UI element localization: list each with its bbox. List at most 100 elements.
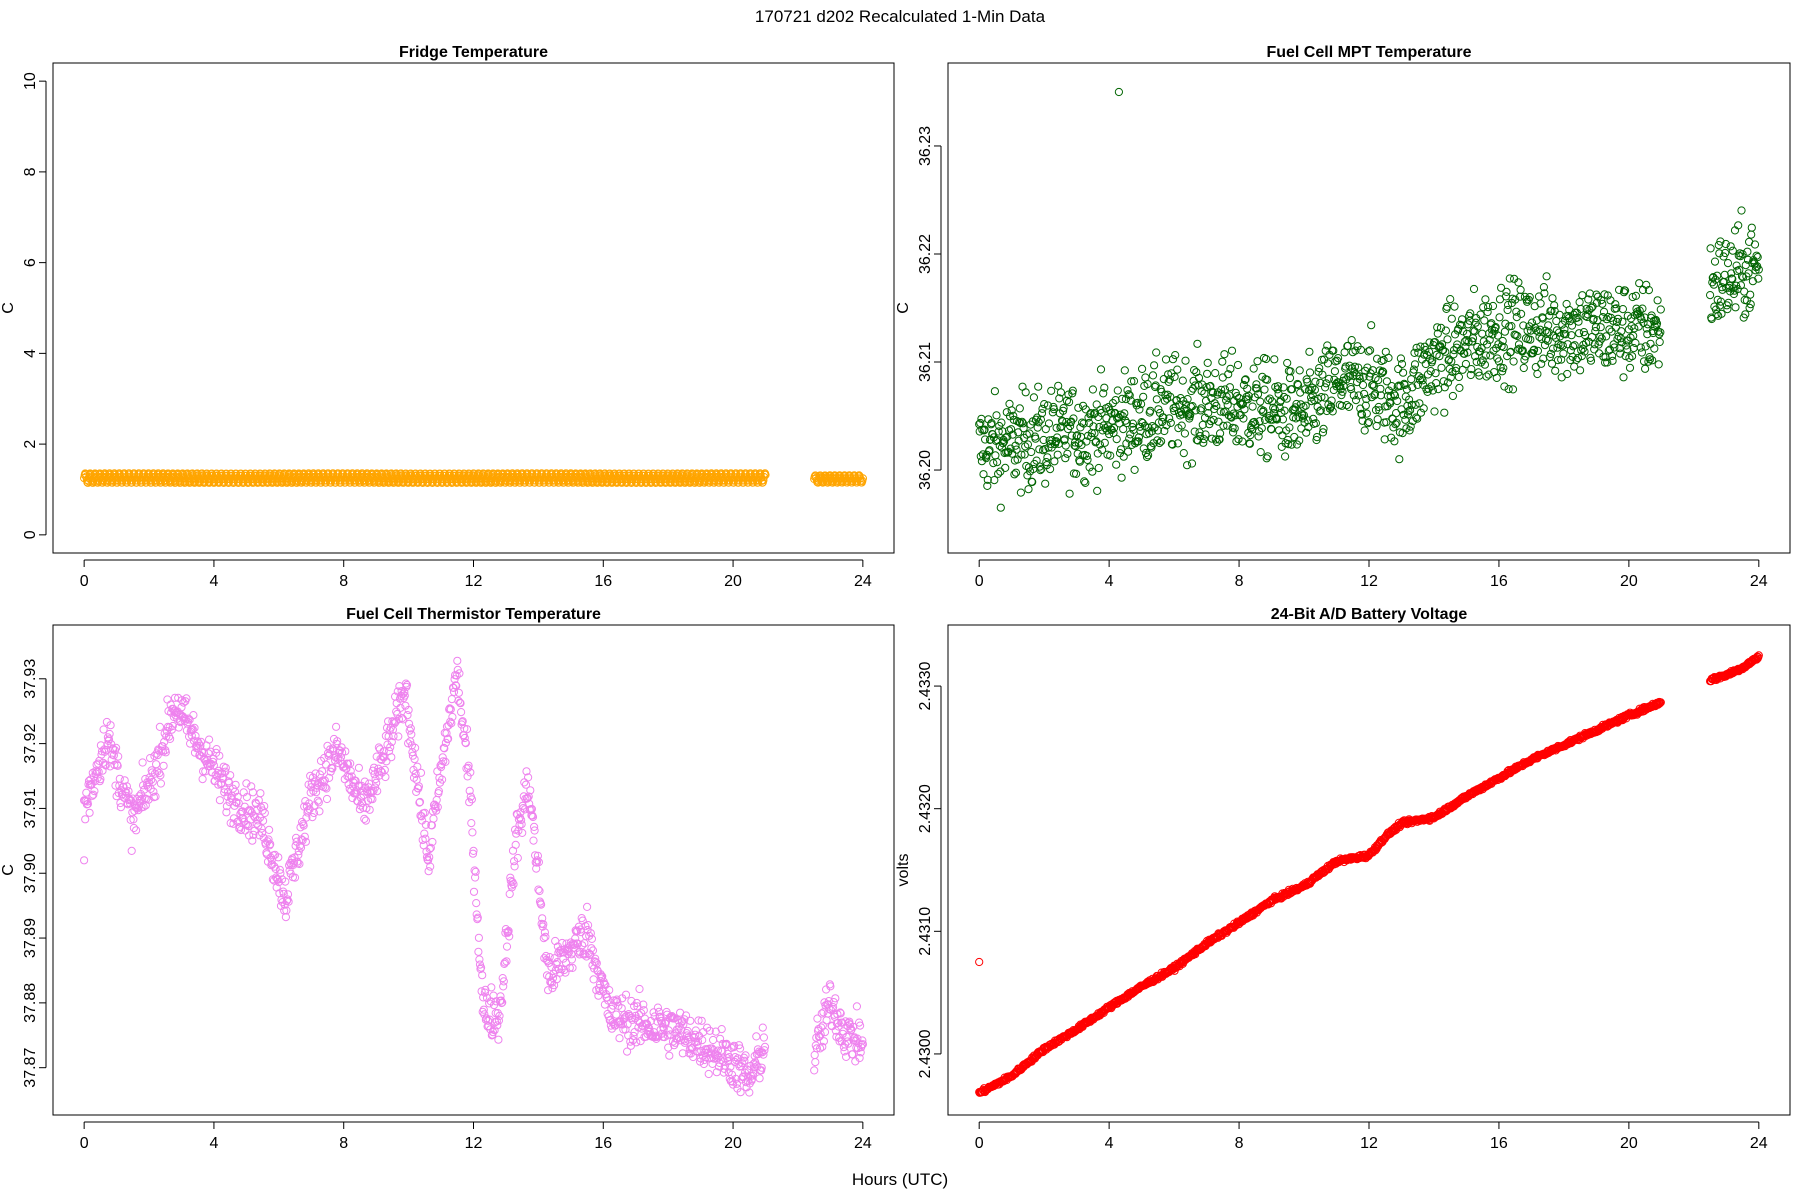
data-point: [1443, 335, 1452, 344]
data-point: [981, 435, 990, 444]
data-point: [1650, 344, 1659, 353]
data-point: [1208, 387, 1217, 396]
data-point: [1445, 364, 1454, 373]
data-point: [1118, 394, 1127, 403]
data-point: [1635, 279, 1644, 288]
data-point: [1382, 377, 1392, 386]
data-point: [1148, 422, 1157, 431]
data-point: [1023, 440, 1033, 449]
data-point: [1537, 359, 1546, 368]
data-point: [1216, 407, 1225, 416]
x-tick-label: 0: [80, 1135, 89, 1152]
data-point: [1375, 406, 1384, 415]
data-point: [1505, 274, 1514, 283]
data-point: [1093, 486, 1102, 495]
data-point: [1519, 321, 1528, 330]
data-point: [1114, 413, 1124, 422]
data-point: [1017, 450, 1026, 459]
data-point: [1728, 246, 1737, 255]
data-point: [1549, 344, 1558, 353]
data-point: [1376, 384, 1385, 393]
data-point: [994, 427, 1003, 436]
data-point: [1233, 360, 1243, 370]
data-point: [1197, 404, 1206, 413]
data-point: [1315, 364, 1324, 373]
data-point: [1216, 429, 1225, 438]
data-point: [1403, 401, 1412, 410]
data-point: [1641, 364, 1650, 373]
y-tick-label: 2.4330: [917, 661, 934, 710]
data-point: [1059, 406, 1068, 415]
data-point: [1360, 389, 1369, 398]
data-point: [583, 902, 592, 912]
data-point: [1037, 464, 1046, 473]
data-point: [1392, 418, 1401, 427]
data-point: [1430, 407, 1439, 416]
data-point: [1223, 400, 1232, 409]
data-point: [1517, 309, 1526, 318]
data-point: [1536, 325, 1545, 334]
data-point: [1393, 396, 1402, 406]
data-point: [994, 469, 1003, 478]
data-point: [405, 719, 414, 728]
x-tick-label: 8: [1235, 1135, 1244, 1152]
data-point: [741, 1051, 750, 1060]
data-point: [1492, 373, 1501, 382]
data-point: [1012, 445, 1021, 454]
data-point: [1344, 402, 1354, 411]
y-tick-label: 2.4310: [917, 907, 934, 956]
data-point: [1029, 393, 1039, 402]
data-point: [717, 1025, 726, 1034]
data-point: [992, 411, 1001, 420]
data-point: [1426, 367, 1435, 376]
data-point: [1338, 387, 1347, 396]
data-point: [1407, 375, 1416, 384]
data-point: [1378, 367, 1387, 376]
data-point: [1311, 377, 1320, 386]
data-point: [1152, 348, 1161, 357]
data-point: [1063, 449, 1072, 458]
y-tick-label: 4: [22, 349, 39, 358]
data-point: [1262, 454, 1271, 463]
data-point: [1050, 457, 1059, 466]
y-tick-label: 37.92: [22, 723, 39, 763]
data-point: [1500, 382, 1509, 391]
data-point: [1548, 294, 1557, 303]
data-point: [1027, 447, 1036, 457]
data-point: [1449, 350, 1458, 359]
data-point: [1128, 419, 1138, 428]
data-point: [1406, 422, 1415, 431]
data-point: [1305, 347, 1314, 356]
data-point: [665, 1051, 674, 1060]
data-point: [1034, 382, 1043, 391]
data-point: [1153, 436, 1162, 445]
data-point: [1162, 421, 1171, 430]
data-point: [426, 862, 435, 871]
x-tick-label: 4: [209, 1135, 218, 1152]
data-point: [1146, 406, 1155, 415]
data-point: [1329, 346, 1338, 355]
data-point: [1327, 402, 1336, 411]
data-point: [1124, 447, 1133, 456]
data-point: [1360, 426, 1369, 435]
data-point: [1033, 413, 1042, 422]
data-point: [1284, 440, 1293, 449]
data-point: [1390, 391, 1400, 400]
data-point: [138, 758, 147, 767]
data-point: [1105, 430, 1114, 439]
data-point: [1516, 285, 1525, 294]
data-point: [1112, 435, 1121, 444]
data-point: [709, 1035, 718, 1045]
y-tick-label: 36.21: [917, 342, 934, 382]
data-point: [1202, 383, 1211, 392]
data-point: [1129, 377, 1139, 386]
y-tick-label: 8: [22, 167, 39, 176]
data-point: [1116, 410, 1125, 419]
data-point: [1374, 402, 1383, 412]
data-point: [1519, 363, 1528, 373]
data-point: [1408, 383, 1417, 392]
data-point: [1384, 353, 1393, 362]
data-point: [1223, 421, 1232, 430]
